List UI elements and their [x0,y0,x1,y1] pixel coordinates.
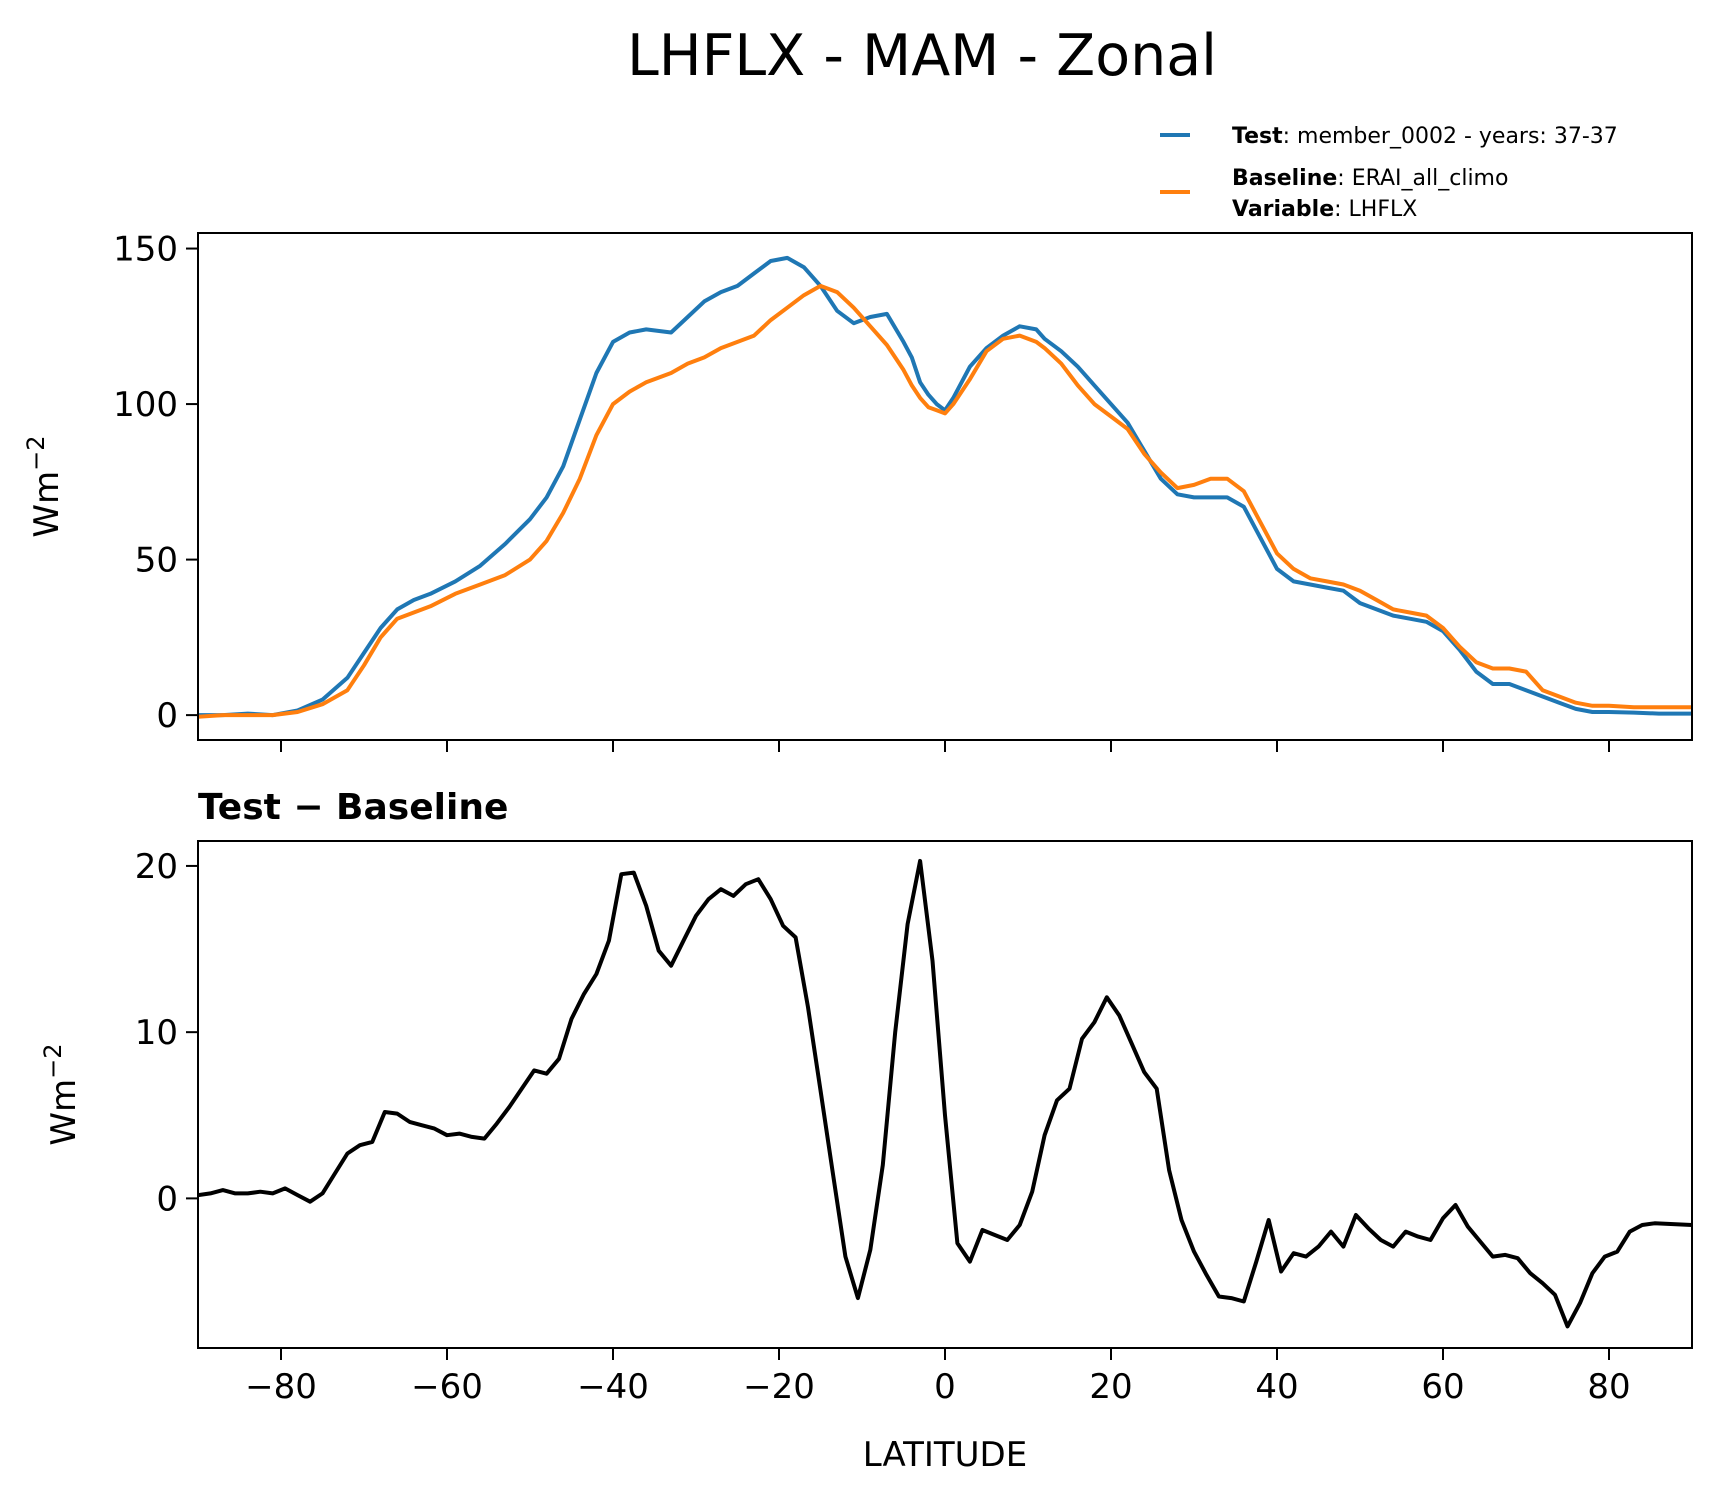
figure-title: LHFLX - MAM - Zonal [627,23,1217,89]
legend-test-key: Test [1232,124,1283,149]
legend-baseline-label: Baseline: ERAI_all_climo [1232,166,1508,191]
top-y-tick-label: 50 [135,541,178,581]
bottom-x-tick-label: −80 [245,1367,317,1407]
bottom-x-axis-label: LATITUDE [863,1435,1027,1475]
bottom-panel: −80 −60 −40 −20 0 20 40 60 80 0 10 20 Wm−2 Test − Bas… [39,787,1693,1475]
bottom-y-axis-label-exponent: −2 [39,1043,67,1078]
bottom-x-tick-label: −20 [743,1367,815,1407]
top-y-axis-label-base: Wm [27,471,67,538]
top-y-tick-label: 100 [113,385,178,425]
bottom-y-tick-label: 0 [156,1179,178,1219]
legend-test-value: : member_0002 - years: 37-37 [1283,124,1618,149]
top-y-axis-label-exponent: −2 [22,435,50,470]
series-line-baseline [198,283,1692,719]
legend-baseline-value: : ERAI_all_climo [1337,166,1508,191]
bottom-x-tick-label: −60 [411,1367,483,1407]
bottom-x-tick-label: 80 [1587,1367,1630,1407]
legend-baseline-key: Baseline [1232,166,1337,191]
series-line-test-baseline [198,858,1692,1329]
bottom-panel-title: Test − Baseline [198,787,508,828]
legend: Test: member_0002 - years: 37-37 Baselin… [1160,124,1618,222]
bottom-x-tick-label: 40 [1255,1367,1298,1407]
top-y-tick-label: 0 [156,696,178,736]
bottom-x-tick-label: 0 [934,1367,956,1407]
legend-variable-label: Variable: LHFLX [1232,197,1417,222]
bottom-y-axis-label-base: Wm [44,1079,84,1146]
bottom-x-tick-label: 60 [1421,1367,1464,1407]
legend-variable-value: : LHFLX [1334,197,1417,222]
bottom-x-tick-label: 20 [1089,1367,1132,1407]
bottom-y-tick-label: 10 [135,1013,178,1053]
top-panel: 0 50 100 150 Wm−2 [22,230,1693,752]
top-y-axis-label: Wm−2 [22,435,67,537]
series-line-test [198,255,1692,718]
bottom-y-tick-label: 20 [135,847,178,887]
bottom-x-tick-label: −40 [577,1367,649,1407]
legend-variable-key: Variable [1232,197,1334,222]
bottom-y-axis-label: Wm−2 [39,1043,84,1145]
legend-test-label: Test: member_0002 - years: 37-37 [1232,124,1618,149]
top-y-tick-label: 150 [113,230,178,270]
